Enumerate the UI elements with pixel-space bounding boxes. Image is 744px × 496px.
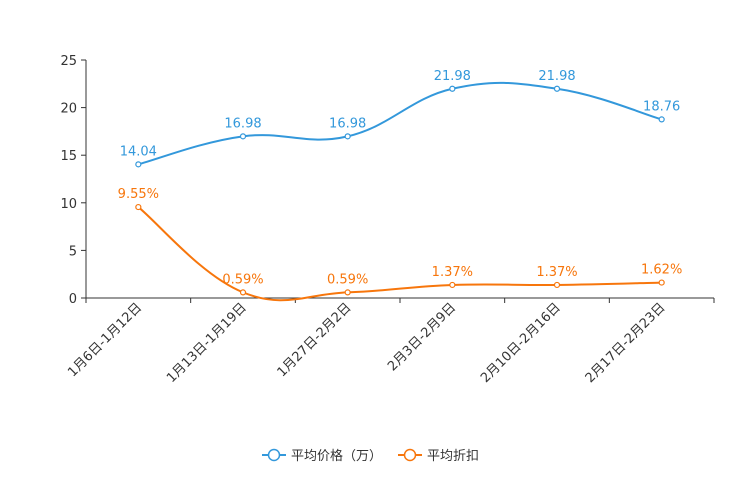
data-point[interactable] bbox=[553, 281, 561, 289]
data-label: 18.76 bbox=[643, 99, 680, 114]
y-tick-label: 0 bbox=[69, 292, 77, 307]
data-point[interactable] bbox=[658, 279, 665, 286]
series-layer: 14.04 16.98 16.98 21.98 21.98 18.76 9.55% 0.59%… bbox=[118, 69, 682, 302]
data-label: 21.98 bbox=[434, 69, 471, 84]
x-tick-label: 1月13日-1月19日 bbox=[164, 300, 250, 386]
y-tick-label: 25 bbox=[60, 54, 77, 69]
legend-label: 平均价格（万） bbox=[291, 448, 382, 464]
data-label: 1.62% bbox=[641, 263, 682, 278]
data-label: 21.98 bbox=[538, 69, 575, 84]
legend[interactable]: 平均价格（万） 平均折扣 bbox=[262, 448, 479, 464]
x-tick-label: 2月3日-2月9日 bbox=[385, 300, 459, 374]
y-tick-label: 5 bbox=[69, 244, 77, 259]
data-point[interactable] bbox=[135, 203, 142, 211]
data-label: 0.59% bbox=[327, 272, 368, 287]
series-line bbox=[138, 81, 662, 166]
legend-circle-icon bbox=[267, 448, 281, 462]
data-label: 1.37% bbox=[432, 265, 473, 280]
legend-label: 平均折扣 bbox=[427, 449, 479, 464]
data-label: 1.37% bbox=[536, 265, 577, 280]
data-point[interactable] bbox=[553, 85, 561, 92]
data-label: 0.59% bbox=[222, 272, 263, 287]
data-label: 16.98 bbox=[329, 116, 366, 131]
y-tick-label: 10 bbox=[60, 197, 77, 212]
data-point[interactable] bbox=[449, 85, 456, 92]
data-label: 14.04 bbox=[120, 144, 157, 159]
data-point[interactable] bbox=[344, 289, 351, 296]
data-label: 9.55% bbox=[118, 187, 159, 202]
data-point[interactable] bbox=[449, 281, 456, 289]
data-label: 16.98 bbox=[224, 116, 261, 131]
series-2: 9.55% 0.59% 0.59% 1.37% 1.37% 1.62% bbox=[118, 187, 682, 302]
x-tick-label: 1月6日-1月12日 bbox=[65, 300, 145, 380]
legend-item-2[interactable]: 平均折扣 bbox=[398, 448, 479, 464]
series-1: 14.04 16.98 16.98 21.98 21.98 18.76 bbox=[120, 69, 680, 168]
data-point[interactable] bbox=[658, 116, 665, 123]
data-point[interactable] bbox=[344, 133, 351, 140]
x-tick-label: 1月27日-2月2日 bbox=[275, 300, 355, 380]
legend-item-1[interactable]: 平均价格（万） bbox=[262, 448, 382, 464]
legend-circle-icon bbox=[403, 448, 417, 462]
y-tick-label: 20 bbox=[60, 102, 77, 117]
series-line bbox=[137, 206, 662, 302]
x-tick-label: 2月10日-2月16日 bbox=[478, 300, 564, 386]
data-point[interactable] bbox=[239, 133, 247, 140]
x-tick-label: 2月17日-2月23日 bbox=[583, 300, 669, 386]
data-point[interactable] bbox=[239, 289, 247, 296]
data-point[interactable] bbox=[135, 161, 142, 168]
y-tick-label: 15 bbox=[60, 149, 77, 164]
